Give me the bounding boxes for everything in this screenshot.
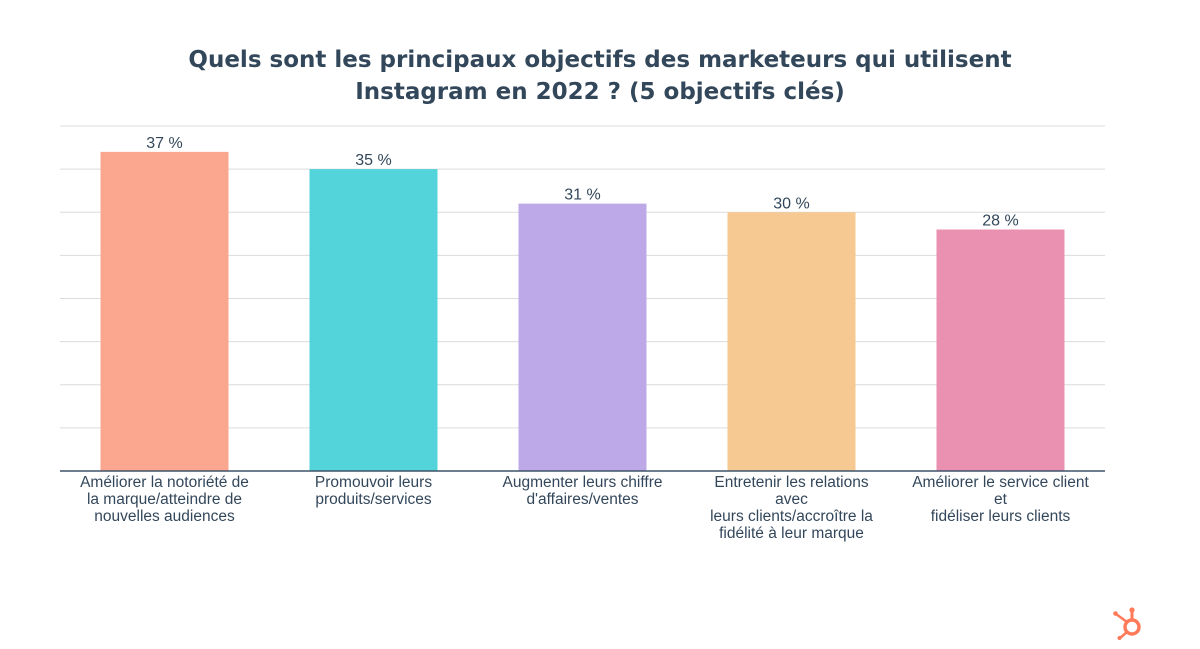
category-label: Promouvoir leurs produits/services	[279, 474, 469, 508]
data-label: 31 %	[564, 187, 600, 204]
bar	[936, 229, 1065, 471]
category-label: Améliorer la notoriété de la marque/attei…	[70, 474, 260, 525]
category-label-line: produits/services	[315, 491, 432, 508]
category-label-line: fidéliser leurs clients	[930, 508, 1071, 525]
category-label-line: Entretenir les relations avec	[714, 474, 869, 508]
data-labels: 37 % 35 % 31 % 30 % 28 %	[146, 135, 1018, 230]
category-label-line: nouvelles audiences	[94, 508, 235, 525]
bar	[727, 212, 856, 471]
category-label-line: Améliorer la notoriété de	[80, 474, 249, 491]
category-label-line: d'affaires/ventes	[526, 491, 639, 508]
category-label-line: fidélité à leur marque	[719, 525, 864, 542]
data-label: 28 %	[982, 213, 1018, 230]
category-label-line: Améliorer le service client et	[912, 474, 1089, 508]
bar	[518, 203, 647, 471]
bar	[309, 169, 438, 471]
data-label: 30 %	[773, 195, 809, 212]
category-label-line: la marque/atteindre de	[86, 491, 243, 508]
category-label-line: Augmenter leurs chiffre	[502, 474, 663, 491]
category-label-line: Promouvoir leurs	[314, 474, 433, 491]
bars	[100, 151, 1065, 471]
category-label-line: leurs clients/accroître la	[710, 508, 873, 525]
category-label: Améliorer le service client et fidéliser …	[906, 474, 1096, 525]
bar	[100, 151, 229, 471]
data-label: 35 %	[355, 152, 391, 169]
hubspot-sprocket-icon	[1113, 607, 1141, 640]
data-label: 37 %	[146, 135, 182, 152]
category-label: Entretenir les relations avec leurs clien…	[697, 474, 887, 542]
chart-title-line-1: Quels sont les principaux objectifs des …	[188, 47, 1012, 73]
chart-title-line-2: Instagram en 2022 ? (5 objectifs clés)	[355, 79, 845, 105]
category-label: Augmenter leurs chiffre d'affaires/ventes	[488, 474, 678, 508]
chart-title: Quels sont les principaux objectifs des …	[0, 44, 1200, 108]
